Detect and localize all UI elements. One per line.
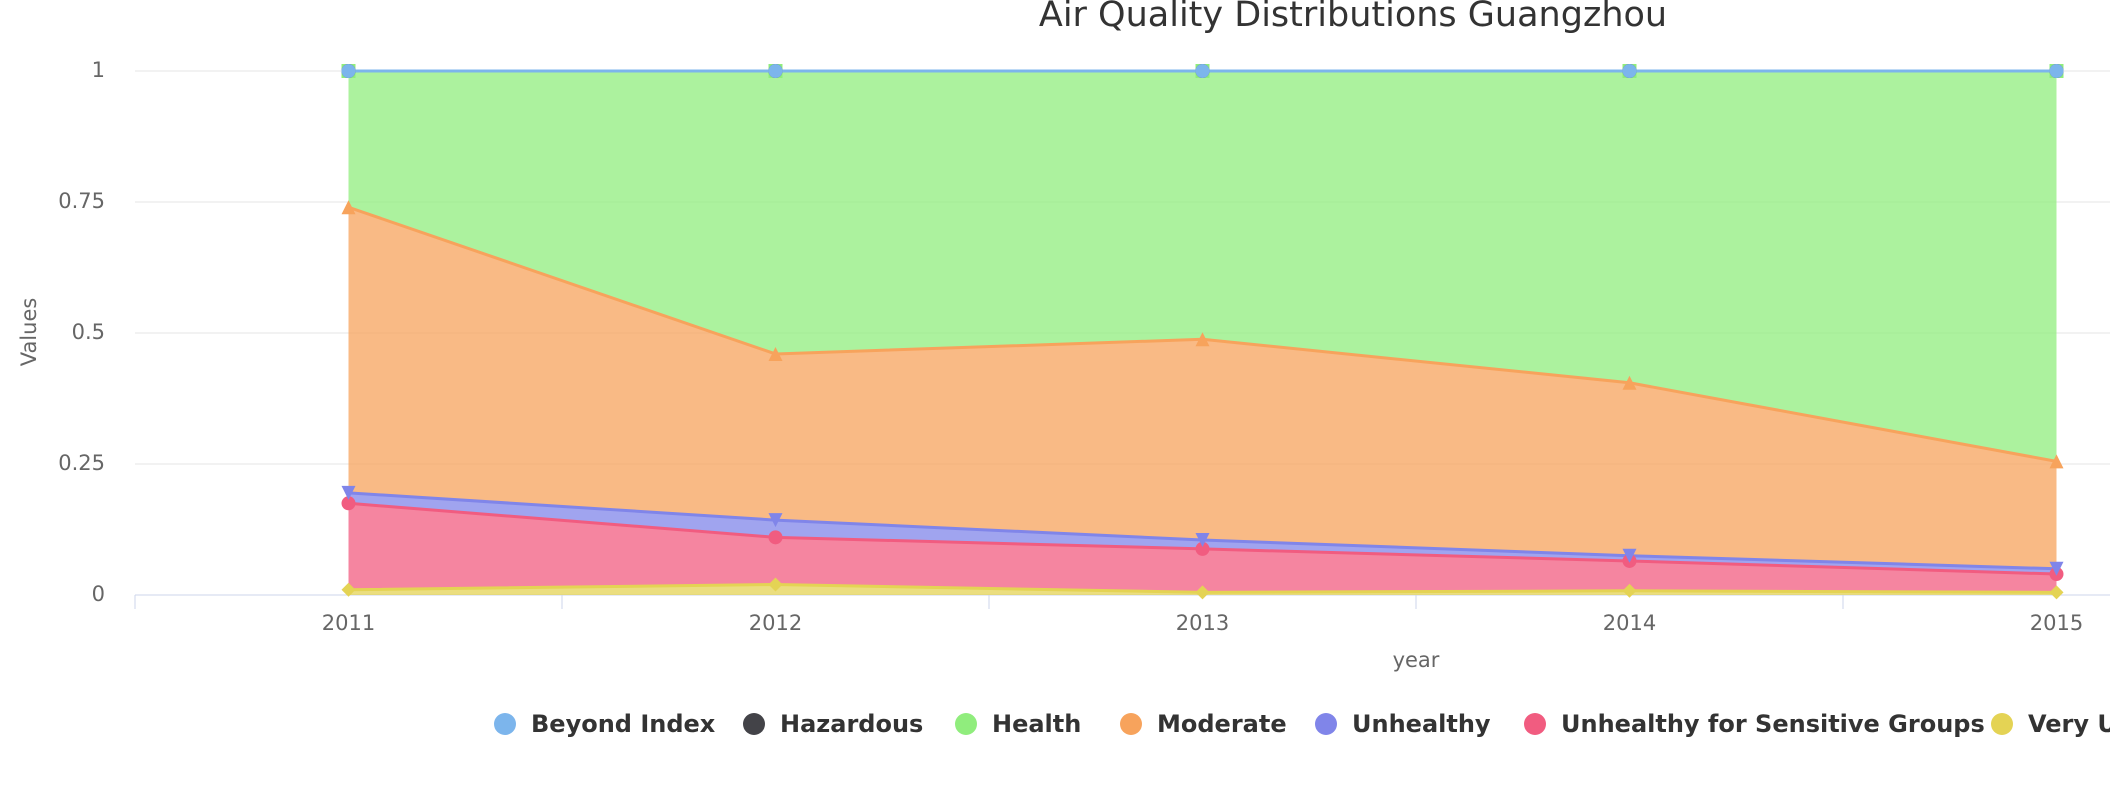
y-tick-label: 0 (92, 582, 105, 606)
legend-label: Unhealthy for Sensitive Groups (1561, 710, 1985, 738)
marker (1195, 64, 1210, 78)
legend-label: Health (992, 710, 1081, 738)
legend-item[interactable]: Health (955, 710, 1081, 738)
marker (1195, 585, 1210, 600)
marker (2049, 64, 2064, 78)
legend-symbol (1315, 713, 1337, 735)
x-tick-label: 2011 (322, 611, 375, 635)
marker (2049, 561, 2064, 576)
legend-label: Very Unhealthy (2028, 710, 2110, 738)
marker (341, 582, 356, 597)
legend-symbol (1524, 713, 1546, 735)
marker (768, 530, 783, 545)
legend-item[interactable]: Unhealthy (1315, 710, 1491, 738)
markers (341, 64, 2064, 600)
area (348, 207, 2057, 569)
y-tick-label: 1 (92, 58, 105, 82)
marker (768, 346, 783, 361)
marker (2049, 454, 2064, 469)
marker (1622, 583, 1637, 598)
marker (1195, 532, 1210, 547)
marker (1622, 375, 1637, 390)
marker (768, 513, 783, 528)
marker (1622, 64, 1637, 78)
legend-item[interactable]: Hazardous (743, 710, 923, 738)
x-tick-label: 2013 (1176, 611, 1229, 635)
legend-item[interactable]: Beyond Index (494, 710, 716, 738)
marker (341, 200, 356, 215)
marker (1622, 548, 1637, 563)
x-tick-label: 2012 (749, 611, 802, 635)
legend-label: Hazardous (780, 710, 923, 738)
marker (1195, 541, 1210, 556)
y-tick-label: 0.75 (58, 189, 105, 213)
legend-item[interactable]: Very Unhealthy (1991, 710, 2110, 738)
legend-symbol (955, 713, 977, 735)
legend-item[interactable]: Moderate (1120, 710, 1287, 738)
legend-label: Moderate (1157, 710, 1287, 738)
x-tick-label: 2015 (2030, 611, 2083, 635)
legend-symbol (1120, 713, 1142, 735)
chart-title: Air Quality Distributions Guangzhou (1039, 0, 1667, 35)
legend-symbol (743, 713, 765, 735)
marker (768, 64, 783, 78)
marker (341, 64, 356, 78)
area (348, 71, 2057, 462)
y-tick-label: 0.5 (72, 320, 105, 344)
marker (2049, 585, 2064, 600)
marker (768, 577, 783, 592)
legend-symbol (1991, 713, 2013, 735)
area (348, 492, 2057, 575)
legend-label: Beyond Index (531, 710, 716, 738)
marker (341, 496, 356, 511)
y-tick-label: 0.25 (58, 451, 105, 475)
y-axis-title: Values (17, 298, 41, 367)
area (348, 503, 2057, 593)
x-axis-title: year (1393, 648, 1440, 672)
legend-item[interactable]: Unhealthy for Sensitive Groups (1524, 710, 1985, 738)
x-tick-label: 2014 (1603, 611, 1656, 635)
marker (1195, 332, 1210, 347)
legend-label: Unhealthy (1352, 710, 1491, 738)
marker (341, 485, 356, 500)
legend-symbol (494, 713, 516, 735)
